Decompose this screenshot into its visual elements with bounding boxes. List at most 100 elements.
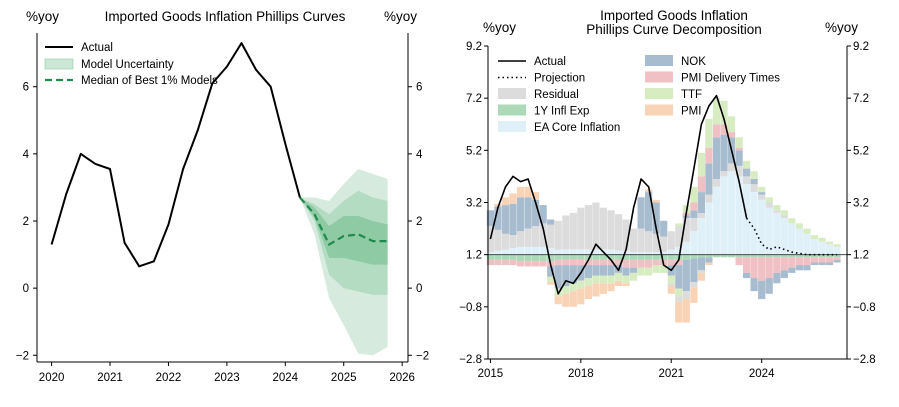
bar-segment [660, 265, 668, 273]
legend-swatch-residual [498, 88, 526, 99]
bar-segment [735, 257, 743, 266]
right-chart-right-axis-unit: %yoy [825, 20, 859, 35]
bar-segment [562, 254, 570, 260]
bar-segment [833, 244, 841, 247]
bar-segment [690, 254, 698, 259]
right-chart-title-line1: Imported Goods Inflation [600, 8, 748, 23]
bar-segment [501, 233, 510, 250]
bar-segment [592, 259, 600, 266]
bar-segment [780, 254, 788, 258]
bar-segment [758, 186, 766, 193]
bar-segment [765, 207, 773, 255]
bar-segment [614, 214, 623, 251]
bar-segment [622, 283, 630, 286]
bar-segment [637, 254, 645, 260]
bar-segment [810, 262, 818, 266]
bar-segment [667, 231, 675, 250]
bar-segment [539, 205, 547, 224]
bar-segment [750, 192, 758, 255]
legend-label-pmi-delivery-times: PMI Delivery Times [681, 73, 780, 85]
right-y-tick-label: 6 [416, 82, 422, 94]
bar-segment [501, 197, 510, 206]
left-y-tick-label: 9.2 [466, 41, 482, 53]
bar-segment [547, 276, 555, 282]
bar-segment [599, 275, 607, 284]
median-best-models-line [299, 196, 388, 247]
bar-segment [645, 252, 653, 255]
bar-segment [501, 249, 510, 255]
legend-label-ea-core-inflation: EA Core Inflation [534, 122, 620, 134]
bar-segment [584, 205, 592, 250]
bar-segment [607, 210, 615, 250]
legend-swatch-nok [645, 55, 673, 66]
bar-segment [667, 254, 675, 260]
bar-segment [758, 257, 766, 281]
bar-segment [652, 254, 660, 260]
x-tick-label: 2021 [97, 372, 123, 384]
bar-segment [539, 246, 547, 255]
bar-segment [833, 257, 841, 260]
bar-segment [803, 257, 811, 266]
bar-segment [539, 223, 547, 247]
actual-line [50, 42, 301, 268]
legend-swatch-pmi-delivery-times [645, 71, 673, 83]
bar-segment [630, 267, 638, 273]
bar-segment [712, 137, 721, 179]
bar-segment [516, 261, 525, 267]
bar-segment [743, 254, 751, 258]
left-y-tick-label: −2.8 [459, 354, 482, 366]
bar-segment [825, 241, 834, 245]
bar-segment [645, 267, 653, 276]
bar-segment [584, 278, 592, 286]
bar-segment [697, 152, 705, 177]
bar-segment [584, 286, 592, 299]
bar-segment [592, 254, 600, 260]
bar-segment [599, 254, 607, 260]
phillips-curves-plot: −2 −2 0 0 2 2 4 4 6 6 2020 2021 2022 2023 2024 2025 2026… [16, 33, 429, 384]
bar-segment [675, 301, 683, 323]
left-y-tick-label: 6 [23, 82, 29, 94]
bar-segment [607, 259, 615, 266]
bar-segment [569, 212, 577, 250]
legend-label-residual: Residual [534, 89, 579, 101]
bar-segment [524, 228, 532, 247]
bar-segment [652, 199, 660, 203]
legend-actual-label: Actual [81, 42, 113, 54]
bar-segment [697, 270, 705, 273]
bar-segment [682, 291, 690, 299]
bar-segment [667, 249, 675, 255]
bar-segment [592, 202, 600, 250]
bar-segment [675, 259, 683, 266]
bar-segment [516, 254, 525, 262]
bar-segment [547, 224, 555, 249]
bar-segment [554, 249, 562, 255]
bar-segment [622, 275, 630, 284]
bar-segment [712, 179, 721, 187]
bar-segment [509, 254, 517, 260]
bar-segment [735, 150, 743, 166]
bar-segment [569, 254, 577, 260]
bar-segment [697, 176, 705, 192]
bar-segment [645, 231, 653, 253]
legend-swatch-ea-core-inflation [498, 121, 526, 132]
bar-segment [554, 220, 562, 250]
bar-segment [562, 259, 570, 266]
bar-segment [697, 257, 705, 271]
x-tick-label: 2026 [389, 372, 415, 384]
bar-segment [712, 254, 721, 258]
bar-segment [532, 226, 540, 247]
bar-segment [765, 257, 773, 279]
x-tick-label: 2024 [749, 368, 775, 380]
x-tick-label: 2025 [331, 372, 357, 384]
bar-segment [720, 134, 728, 172]
bar-segment [554, 296, 562, 305]
bar-segment [645, 192, 653, 232]
bar-segment [592, 249, 600, 255]
bar-segment [697, 212, 705, 219]
bar-segment [516, 197, 525, 232]
bar-segment [652, 259, 660, 266]
bar-segment [780, 257, 788, 271]
bar-segment [645, 259, 653, 268]
bar-segment [690, 258, 698, 283]
bar-segment [818, 262, 826, 266]
